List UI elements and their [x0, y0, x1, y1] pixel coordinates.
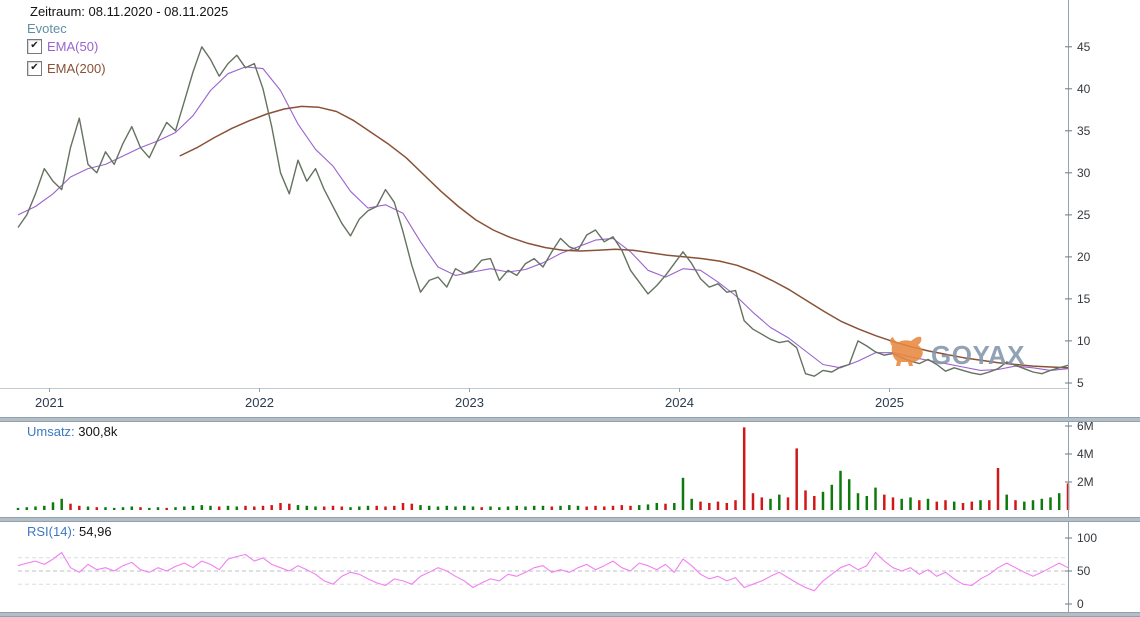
splitter-main-volume[interactable] [0, 417, 1140, 422]
svg-text:10: 10 [1077, 334, 1091, 348]
ema200-label: EMA(200) [47, 61, 106, 76]
svg-text:30: 30 [1077, 166, 1091, 180]
date-range-label: Zeitraum: 08.11.2020 - 08.11.2025 [30, 4, 229, 19]
ema50-label: EMA(50) [47, 39, 99, 54]
svg-text:0: 0 [1077, 597, 1084, 611]
rsi-chart-canvas[interactable]: 0 50 100 [0, 522, 1140, 612]
svg-text:4M: 4M [1077, 447, 1094, 461]
splitter-bottom[interactable] [0, 612, 1140, 617]
svg-text:50: 50 [1077, 564, 1091, 578]
volume-value: 300,8k [78, 424, 118, 439]
svg-text:25: 25 [1077, 208, 1091, 222]
svg-text:2023: 2023 [455, 395, 484, 410]
rsi-value: 54,96 [79, 524, 112, 539]
svg-text:5: 5 [1077, 376, 1084, 390]
svg-text:35: 35 [1077, 124, 1091, 138]
svg-text:2M: 2M [1077, 475, 1094, 489]
ema50-toggle[interactable]: ✔ EMA(50) [27, 39, 98, 54]
ema200-toggle[interactable]: ✔ EMA(200) [27, 61, 106, 76]
svg-text:45: 45 [1077, 40, 1091, 54]
svg-text:100: 100 [1077, 531, 1097, 545]
svg-text:15: 15 [1077, 292, 1091, 306]
price-panel: 5 10 15 20 25 30 35 40 45 2021 2022 2023 2024 2025 Ze… [0, 0, 1140, 417]
svg-text:40: 40 [1077, 82, 1091, 96]
volume-panel-label: Umsatz: 300,8k [27, 424, 117, 439]
ema200-checkbox[interactable]: ✔ [27, 61, 42, 76]
rsi-label: RSI(14): [27, 524, 76, 539]
svg-text:2021: 2021 [35, 395, 64, 410]
ema50-checkbox[interactable]: ✔ [27, 39, 42, 54]
svg-text:20: 20 [1077, 250, 1091, 264]
svg-text:2022: 2022 [245, 395, 274, 410]
svg-text:2024: 2024 [665, 395, 694, 410]
svg-text:6M: 6M [1077, 422, 1094, 433]
volume-chart-canvas[interactable]: 2M 4M 6M [0, 422, 1140, 517]
instrument-name: Evotec [27, 21, 67, 36]
rsi-panel: RSI(14): 54,96 0 50 100 [0, 522, 1140, 612]
svg-text:2025: 2025 [875, 395, 904, 410]
volume-panel: Umsatz: 300,8k 2M 4M 6M [0, 422, 1140, 517]
rsi-panel-label: RSI(14): 54,96 [27, 524, 112, 539]
splitter-volume-rsi[interactable] [0, 517, 1140, 522]
volume-label: Umsatz: [27, 424, 75, 439]
